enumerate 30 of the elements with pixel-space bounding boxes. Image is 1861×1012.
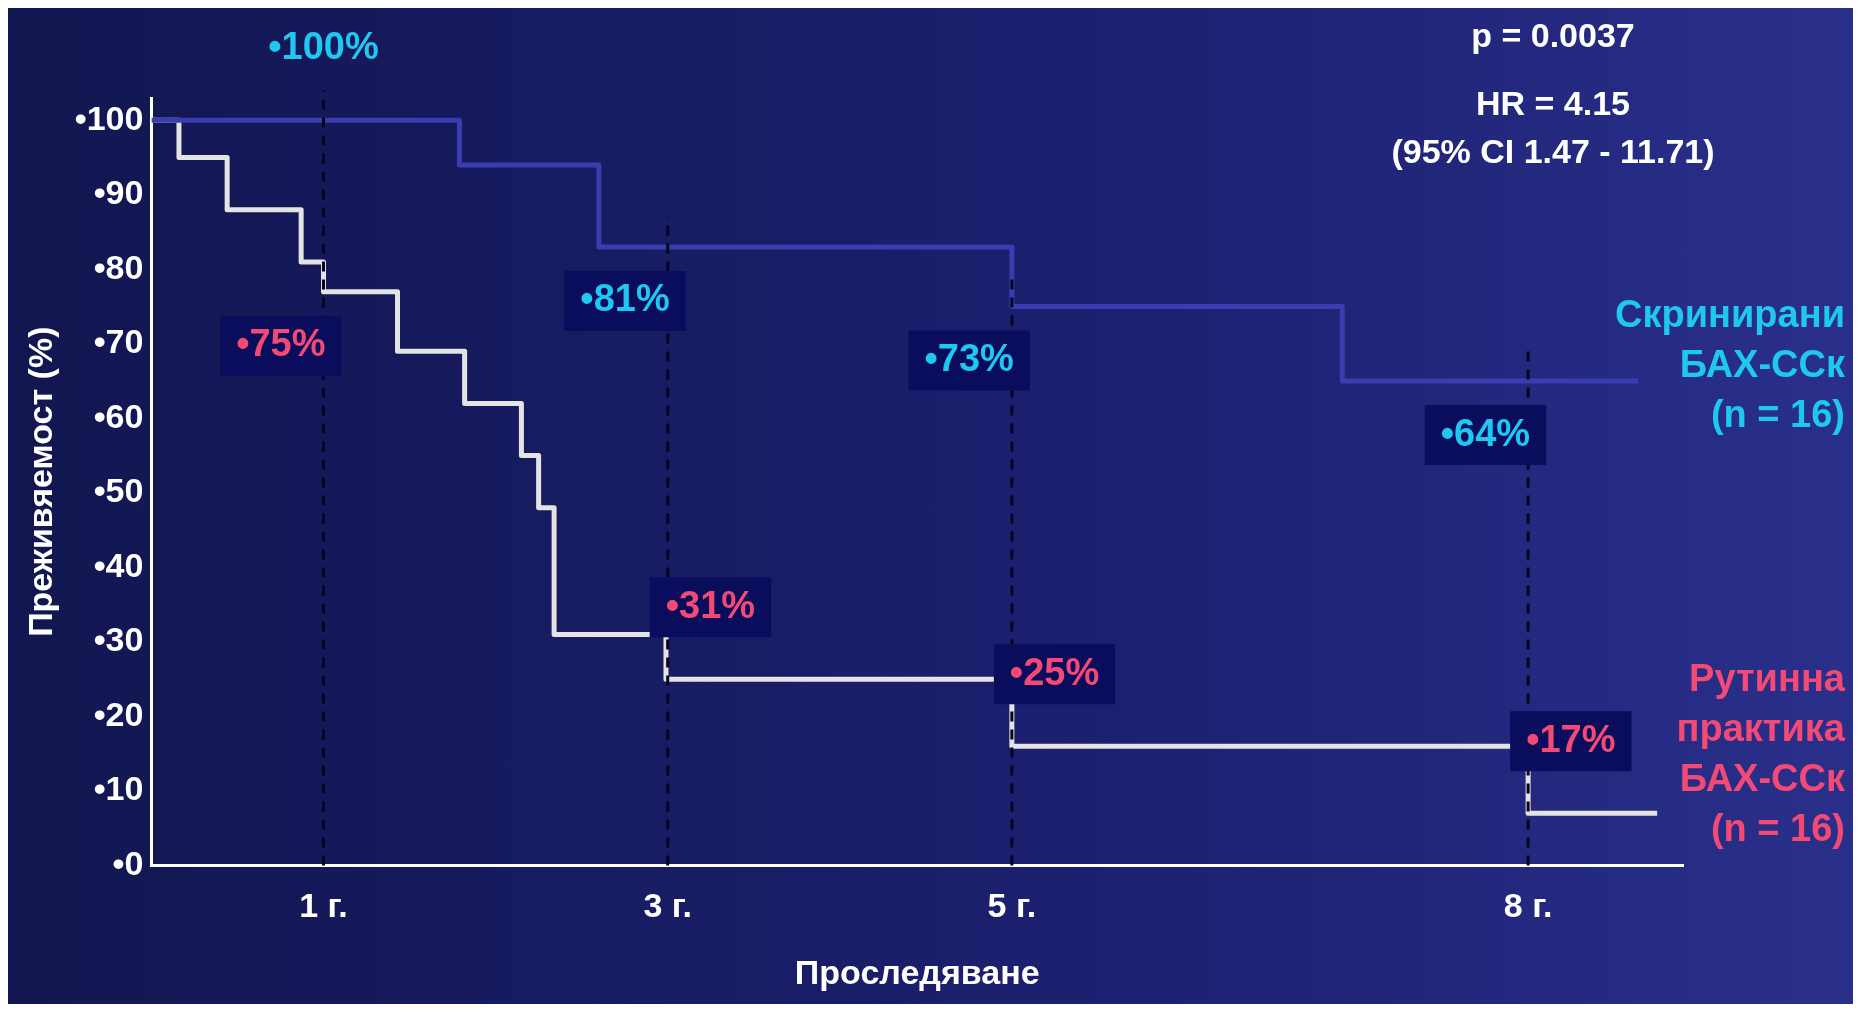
y-tick-label: •100 (74, 98, 144, 137)
y-tick-label: •60 (93, 396, 144, 435)
annotation: •64% (1440, 411, 1531, 454)
y-tick-label: •90 (93, 173, 144, 212)
series-label: Скринирани БАХ-ССк (n = 16) (1614, 292, 1846, 435)
y-tick-label: •20 (93, 694, 144, 733)
y-axis-title: Преживяемост (%) (20, 326, 59, 637)
series-label: Рутинна практика БАХ-ССк (n = 16) (1676, 656, 1846, 849)
y-tick-label: •0 (112, 843, 144, 882)
x-axis-title: Проследяване (794, 952, 1040, 991)
y-tick-label: •50 (93, 471, 144, 510)
text: p = 0.0037 (1471, 16, 1635, 55)
annotation: •75% (236, 322, 326, 365)
annotation: •100% (268, 24, 379, 67)
annotation: •25% (1009, 650, 1100, 693)
x-tick-label: 1 г. (299, 886, 348, 925)
annotation: •73% (924, 337, 1014, 380)
y-tick-label: •10 (93, 769, 144, 808)
y-tick-label: •30 (93, 620, 144, 659)
annotation: •81% (580, 277, 670, 320)
annotation: •17% (1526, 717, 1616, 760)
x-tick-label: 8 г. (1503, 886, 1553, 925)
y-tick-label: •40 (93, 545, 144, 584)
x-tick-label: 3 г. (643, 886, 692, 925)
x-tick-label: 5 г. (987, 886, 1037, 925)
annotation: (95% CI 1.47 - 11.71) (1391, 132, 1715, 171)
annotation: HR = 4.15 (1475, 84, 1631, 123)
y-tick-label: •70 (93, 322, 144, 361)
annotation: •31% (665, 583, 756, 626)
y-tick-label: •80 (93, 247, 144, 286)
